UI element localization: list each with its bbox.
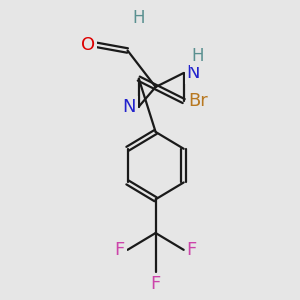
Text: F: F bbox=[115, 241, 125, 259]
Text: H: H bbox=[192, 47, 204, 65]
Text: H: H bbox=[133, 9, 145, 27]
Text: O: O bbox=[81, 36, 95, 54]
Text: N: N bbox=[187, 64, 200, 82]
Text: N: N bbox=[122, 98, 136, 116]
Text: F: F bbox=[151, 275, 161, 293]
Text: F: F bbox=[187, 241, 197, 259]
Text: Br: Br bbox=[189, 92, 208, 110]
